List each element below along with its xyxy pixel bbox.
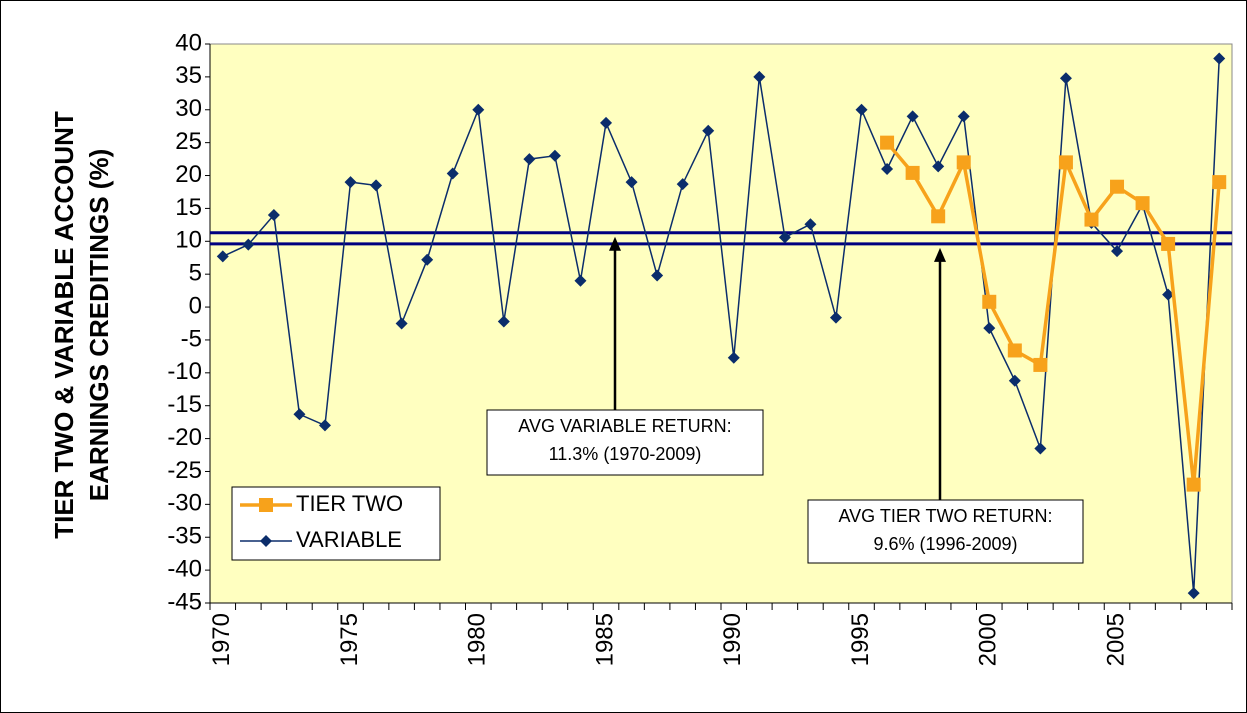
point bbox=[1058, 155, 1073, 170]
point bbox=[651, 269, 664, 282]
point bbox=[548, 149, 561, 162]
y-tick-label: 20 bbox=[175, 161, 202, 188]
y-tick-label: 30 bbox=[175, 95, 202, 122]
legend-label: VARIABLE bbox=[296, 527, 402, 552]
annotation-text: 11.3% (1970-2009) bbox=[549, 444, 702, 464]
point bbox=[1213, 52, 1226, 65]
point bbox=[957, 110, 970, 123]
point bbox=[318, 419, 331, 432]
point bbox=[676, 178, 689, 191]
point bbox=[267, 208, 280, 221]
point bbox=[574, 274, 587, 287]
point bbox=[395, 317, 408, 330]
point bbox=[1161, 236, 1176, 251]
y-tick-label: 0 bbox=[189, 292, 202, 319]
point bbox=[1034, 442, 1047, 455]
point bbox=[293, 408, 306, 421]
point bbox=[905, 165, 920, 180]
y-tick-label: 10 bbox=[175, 227, 202, 254]
point bbox=[625, 176, 638, 189]
point bbox=[829, 311, 842, 324]
point bbox=[1212, 175, 1227, 190]
point bbox=[906, 110, 919, 123]
y-tick-label: 35 bbox=[175, 62, 202, 89]
y-tick-label: 15 bbox=[175, 194, 202, 221]
point bbox=[855, 103, 868, 116]
x-tick-label: 1990 bbox=[719, 613, 746, 666]
point bbox=[932, 160, 945, 173]
y-tick-label: -10 bbox=[167, 358, 202, 385]
y-tick-label: -5 bbox=[181, 325, 202, 352]
point bbox=[523, 153, 536, 166]
point bbox=[881, 162, 894, 175]
y-title-group: TIER TWO & VARIABLE ACCOUNT bbox=[49, 111, 79, 539]
y-tick-label: 25 bbox=[175, 128, 202, 155]
point bbox=[1187, 587, 1200, 600]
y-tick-label: -35 bbox=[167, 523, 202, 550]
y-axis-title: EARNINGS CREDITINGS (%) bbox=[84, 149, 114, 501]
point bbox=[1162, 288, 1175, 301]
point bbox=[497, 315, 510, 328]
annotation-box bbox=[807, 499, 1084, 564]
annotation-box bbox=[486, 409, 764, 476]
point bbox=[1135, 196, 1150, 211]
point bbox=[1007, 343, 1022, 358]
y-tick-label: -25 bbox=[167, 457, 202, 484]
point bbox=[472, 103, 485, 116]
x-tick-label: 1975 bbox=[336, 613, 363, 666]
annotation-text: AVG TIER TWO RETURN: bbox=[838, 506, 1052, 526]
point bbox=[1059, 72, 1072, 85]
annotation-text: 9.6% (1996-2009) bbox=[873, 534, 1017, 554]
y-axis-title: TIER TWO & VARIABLE ACCOUNT bbox=[49, 111, 79, 539]
point bbox=[753, 70, 766, 83]
y-title-group: EARNINGS CREDITINGS (%) bbox=[84, 149, 114, 501]
point bbox=[702, 124, 715, 137]
point bbox=[982, 294, 997, 309]
point bbox=[1111, 245, 1124, 258]
point bbox=[1084, 212, 1099, 227]
point bbox=[1110, 179, 1125, 194]
x-tick-label: 2000 bbox=[975, 613, 1002, 666]
point bbox=[344, 176, 357, 189]
point bbox=[600, 116, 613, 129]
point bbox=[242, 238, 255, 251]
legend-label: TIER TWO bbox=[296, 491, 403, 516]
y-tick-label: 40 bbox=[175, 29, 202, 56]
point bbox=[1008, 374, 1021, 387]
point bbox=[216, 250, 229, 263]
point bbox=[1033, 357, 1048, 372]
x-tick-label: 1995 bbox=[847, 613, 874, 666]
x-tick-label: 2005 bbox=[1102, 613, 1129, 666]
x-tick-label: 1970 bbox=[208, 613, 235, 666]
point bbox=[778, 231, 791, 244]
point bbox=[370, 179, 383, 192]
y-tick-label: -40 bbox=[167, 555, 202, 582]
y-tick-label: 5 bbox=[189, 260, 202, 287]
y-tick-label: -15 bbox=[167, 391, 202, 418]
point bbox=[956, 155, 971, 170]
point bbox=[727, 351, 740, 364]
y-tick-label: -20 bbox=[167, 424, 202, 451]
point bbox=[931, 209, 946, 224]
point bbox=[1186, 477, 1201, 492]
legend-marker bbox=[259, 498, 273, 512]
annotation-text: AVG VARIABLE RETURN: bbox=[518, 416, 731, 436]
x-tick-label: 1985 bbox=[591, 613, 618, 666]
point bbox=[446, 167, 459, 180]
point bbox=[983, 322, 996, 335]
legend-marker bbox=[260, 535, 272, 547]
annotation-arrowhead bbox=[934, 247, 946, 262]
annotation-arrowhead bbox=[609, 236, 621, 251]
point bbox=[880, 135, 895, 150]
y-tick-label: -45 bbox=[167, 588, 202, 615]
point bbox=[421, 253, 434, 266]
point bbox=[804, 218, 817, 231]
y-tick-label: -30 bbox=[167, 490, 202, 517]
x-tick-label: 1980 bbox=[464, 613, 491, 666]
